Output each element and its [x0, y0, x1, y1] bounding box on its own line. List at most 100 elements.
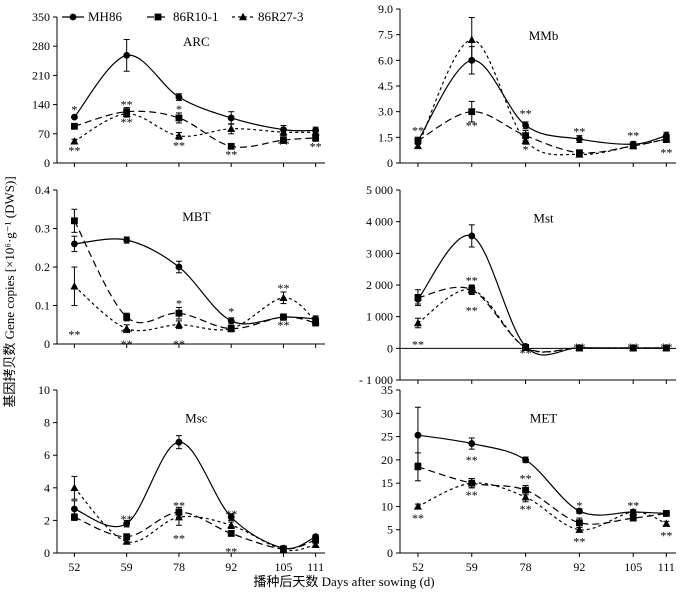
significance-mark: ** — [68, 143, 80, 157]
data-point — [629, 343, 638, 352]
data-point — [227, 513, 235, 521]
data-point — [227, 317, 235, 325]
y-tick-label: 6.0 — [378, 53, 393, 67]
data-point — [174, 512, 183, 521]
data-point — [311, 540, 320, 549]
significance-mark: ** — [466, 303, 478, 317]
series-line — [417, 111, 667, 154]
data-point — [122, 109, 131, 117]
significance-mark: ** — [412, 511, 424, 525]
data-point — [174, 131, 183, 140]
data-point — [71, 113, 78, 121]
data-point — [279, 545, 288, 553]
significance-mark: ** — [660, 146, 672, 160]
data-point — [414, 431, 422, 439]
data-point — [311, 127, 320, 136]
y-tick-label: 210 — [32, 68, 50, 82]
x-tick-label: 52 — [68, 560, 80, 574]
series-line — [73, 487, 316, 552]
data-point — [413, 502, 422, 510]
series-line — [73, 54, 316, 132]
x-tick-label: 78 — [173, 560, 185, 574]
x-tick-label: 105 — [624, 560, 642, 574]
data-point — [175, 309, 183, 317]
legend-marker — [154, 13, 162, 21]
data-point — [467, 35, 476, 43]
data-point — [123, 236, 131, 244]
data-point — [522, 486, 529, 494]
y-tick-label: 0 — [387, 341, 393, 355]
data-point — [522, 132, 529, 140]
y-tick-label: 0 — [387, 156, 393, 170]
significance-mark: ** — [660, 340, 672, 354]
data-point — [123, 520, 131, 528]
data-point — [521, 492, 530, 501]
y-tick-label: 4 — [44, 481, 50, 495]
data-point — [227, 530, 235, 537]
y-tick-label: 280 — [32, 39, 50, 53]
legend: MH86 86R10-1 86R27-3 — [62, 9, 304, 24]
data-point — [414, 463, 422, 471]
significance-mark: ** — [68, 327, 80, 341]
data-point — [468, 440, 476, 447]
significance-mark: * — [576, 498, 582, 512]
data-point — [280, 313, 287, 321]
series-86r27-3 — [413, 17, 671, 158]
significance-mark: ** — [520, 106, 532, 120]
data-point — [413, 141, 422, 150]
data-point — [576, 135, 583, 143]
data-point — [71, 122, 78, 130]
y-tick-label: 0 — [44, 546, 50, 560]
y-tick-label: 3 000 — [366, 246, 393, 260]
significance-mark: ** — [225, 507, 237, 521]
series-line — [417, 482, 667, 531]
data-point — [522, 456, 529, 464]
data-point — [414, 294, 422, 302]
series-mh86 — [71, 39, 320, 135]
data-point — [123, 313, 131, 321]
x-tick-label: 52 — [412, 560, 424, 574]
data-point — [175, 114, 183, 122]
data-point — [70, 137, 79, 145]
series-86r27-3 — [70, 475, 320, 553]
data-point — [311, 316, 320, 325]
panel-msc: 0 2 4 6 8 10 52 59 78 92 105 111 Msc ** ** ** ** ** — [38, 383, 325, 574]
y-tick-label: 10 — [38, 383, 50, 397]
series-86r10-1 — [71, 208, 320, 333]
series-line — [74, 113, 316, 142]
y-tick-label: 1.5 — [378, 130, 393, 144]
y-tick-label: 3.0 — [378, 105, 393, 119]
x-tick-label: 92 — [573, 560, 585, 574]
x-tick-label: 92 — [225, 560, 237, 574]
data-point — [175, 93, 183, 101]
legend-marker — [69, 13, 77, 21]
significance-mark: ** — [225, 148, 237, 162]
x-tick-label: 111 — [658, 560, 675, 574]
series-86r27-3 — [413, 477, 671, 533]
significance-mark: ** — [627, 498, 639, 512]
data-point — [71, 513, 78, 521]
data-point — [521, 136, 530, 144]
y-tick-label: 0.3 — [35, 222, 50, 236]
series-line — [74, 110, 316, 148]
data-point — [279, 293, 288, 301]
data-point — [576, 507, 583, 515]
data-point — [662, 510, 670, 517]
x-tick-label: 78 — [520, 560, 532, 574]
significance-mark: ** — [520, 502, 532, 516]
significance-mark: ** — [412, 123, 424, 137]
data-point — [174, 320, 183, 328]
significance-mark: ** — [310, 139, 322, 153]
data-point — [414, 137, 422, 145]
data-point — [312, 536, 320, 544]
series-86r27-3 — [413, 285, 671, 353]
significance-mark: ** — [121, 325, 133, 339]
y-tick-label: 6 — [44, 448, 50, 462]
y-tick-label: 4 000 — [366, 215, 393, 229]
data-point — [227, 124, 236, 132]
significance-mark: ** — [573, 534, 585, 548]
y-tick-label: 20 — [381, 453, 393, 467]
data-point — [629, 514, 637, 522]
